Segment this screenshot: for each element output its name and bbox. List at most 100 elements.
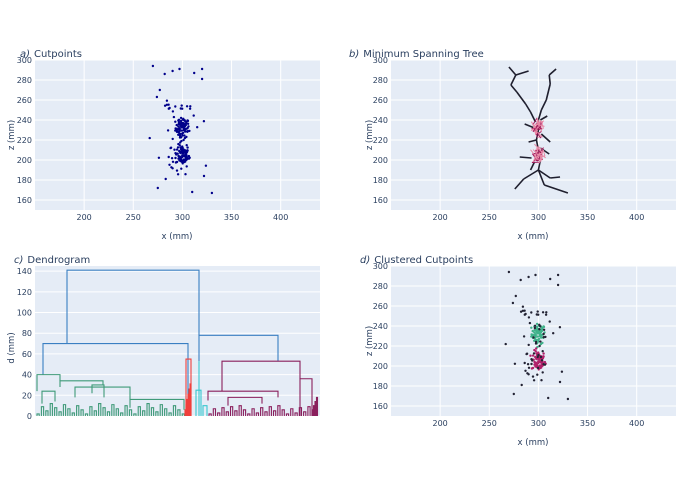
panel-a-gridlines: [35, 59, 320, 210]
dendrogram-link: [42, 343, 189, 416]
cutpoint: [180, 104, 183, 107]
x-tick-label: 300: [531, 419, 546, 428]
mst-edge: [540, 133, 551, 143]
mst-edge: [537, 169, 551, 179]
dendrogram-leaf-link: [281, 409, 285, 416]
clustered-cutpoint: [558, 380, 562, 384]
mst-edge: [545, 83, 551, 101]
clustered-cutpoint: [524, 369, 527, 372]
dendrogram-link: [195, 389, 202, 416]
panel-a-x-ticks: 200 250 300 350 400: [76, 213, 288, 222]
dendrogram-leaf-link: [294, 412, 298, 416]
mst-edge-dense: [532, 117, 538, 126]
mst-edge-dense: [537, 146, 544, 152]
cutpoint: [179, 125, 183, 128]
clustered-cutpoint: [534, 342, 538, 345]
cutpoint: [170, 157, 174, 160]
clustered-cutpoint: [527, 316, 531, 319]
mst-edge: [524, 123, 535, 129]
dendrogram-leaf-link: [36, 413, 40, 416]
clustered-cutpoint: [534, 365, 537, 368]
mst-edge: [519, 156, 532, 159]
clustered-cutpoint: [542, 328, 546, 331]
y-tick-label: 180: [373, 176, 388, 185]
clustered-cutpoint: [542, 325, 545, 328]
dendrogram-link: [129, 398, 185, 410]
cutpoint: [189, 105, 192, 108]
cutpoint: [191, 190, 194, 194]
cutpoint: [151, 64, 155, 68]
mst-edge-dense: [535, 123, 545, 127]
cutpoint: [175, 127, 178, 130]
cutpoint: [165, 103, 169, 107]
cutpoint: [172, 115, 176, 119]
clustered-cutpoint: [542, 355, 545, 358]
panel-d-y-ticks: 160 180 200 220 240 260 280 300: [373, 262, 388, 411]
mst-edge-dense: [530, 149, 535, 155]
mst-edge-dense: [534, 155, 539, 161]
panel-b-title: b) Minimum Spanning Tree: [349, 49, 484, 60]
dendrogram-leaf-link: [221, 407, 225, 416]
x-tick-label: 350: [224, 213, 239, 222]
y-tick-label: 180: [17, 176, 32, 185]
dendrogram-leaf-link: [260, 407, 264, 416]
y-tick-label: 280: [373, 76, 388, 85]
clustered-cutpoint: [537, 340, 540, 343]
cutpoint: [184, 173, 187, 176]
clustered-cutpoint: [541, 311, 545, 314]
clustered-cutpoint: [534, 273, 537, 277]
x-tick-label: 200: [432, 419, 447, 428]
clustered-cutpoint: [533, 348, 536, 352]
clustered-cutpoint: [528, 321, 532, 325]
x-tick-label: 300: [531, 213, 546, 222]
y-tick-label: 100: [17, 309, 32, 318]
cutpoint: [148, 136, 151, 140]
clustered-cutpoint: [531, 359, 534, 362]
cutpoint: [176, 173, 180, 176]
dendrogram-leaf-link: [146, 403, 150, 416]
clustered-cutpoint: [521, 305, 525, 308]
mst-edge: [537, 109, 543, 121]
clustered-cutpoint: [548, 320, 551, 323]
clustered-cutpoint: [537, 353, 540, 357]
cutpoint: [178, 127, 181, 130]
panel-a-x-label: x (mm): [162, 232, 193, 242]
panel-c-links: [36, 269, 319, 416]
clustered-cutpoint: [537, 360, 540, 363]
dendrogram-leaf-link: [124, 405, 128, 416]
cutpoint: [183, 136, 187, 140]
cutpoint: [184, 153, 188, 156]
panel-c-dendrogram: c) Dendrogram 0 20 40 60 80 100 120 140 d (mm): [7, 255, 320, 421]
clustered-cutpoint: [533, 326, 537, 330]
cutpoint: [185, 144, 188, 147]
dendrogram-leaf-link: [285, 413, 290, 416]
mst-edge: [523, 169, 539, 180]
clustered-cutpoint: [527, 275, 530, 279]
clustered-cutpoint: [526, 372, 529, 375]
cutpoint: [167, 103, 170, 106]
clustered-cutpoint: [560, 370, 564, 373]
cutpoint: [192, 114, 195, 117]
dendrogram-leaf-link: [315, 396, 319, 416]
dendrogram-link: [91, 384, 105, 398]
cutpoint: [186, 157, 189, 160]
clustered-cutpoint: [535, 357, 538, 361]
dendrogram-leaf-link: [217, 412, 221, 416]
clustered-cutpoint: [549, 277, 552, 281]
y-tick-label: 80: [22, 329, 32, 338]
cutpoint: [166, 129, 170, 132]
clustered-cutpoint: [530, 311, 533, 314]
clustered-cutpoint: [540, 379, 543, 382]
cutpoint: [165, 99, 169, 102]
clustered-cutpoint: [533, 331, 536, 334]
mst-edge: [540, 99, 547, 111]
panel-b-gridlines: [391, 59, 676, 210]
dendrogram-leaf-link: [115, 408, 119, 416]
panel-b-x-label: x (mm): [518, 232, 549, 242]
mst-edge: [514, 178, 525, 190]
cutpoint: [174, 120, 177, 123]
x-tick-label: 350: [580, 419, 595, 428]
cutpoint: [167, 155, 170, 159]
dendrogram-leaf-link: [40, 406, 45, 416]
y-tick-label: 160: [17, 196, 32, 205]
